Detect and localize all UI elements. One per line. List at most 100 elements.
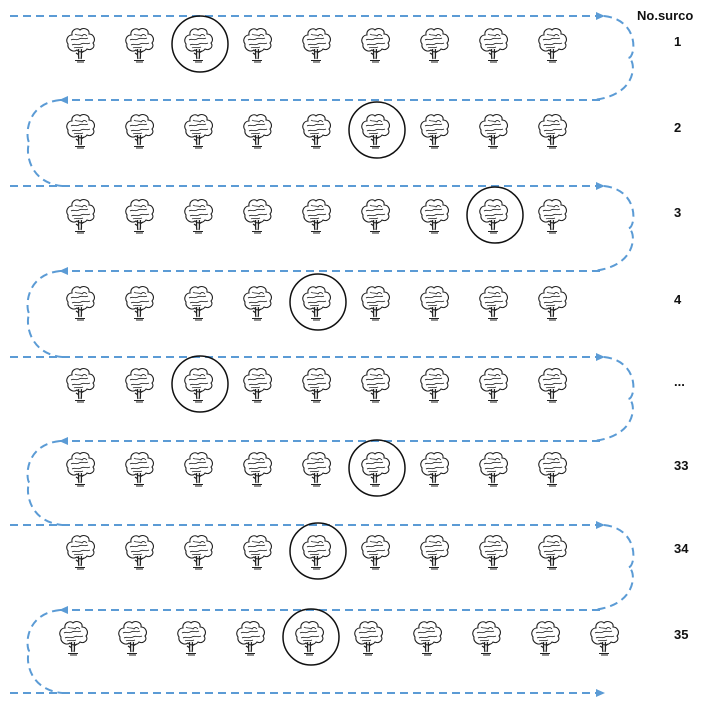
row-label: 2	[674, 120, 681, 135]
tree-icon	[538, 198, 568, 234]
tree-icon	[538, 451, 568, 487]
tree-icon	[66, 27, 96, 63]
tree-icon	[538, 285, 568, 321]
tree-icon	[243, 198, 273, 234]
tree-icon	[184, 198, 214, 234]
tree-icon	[479, 27, 509, 63]
serpentine-path	[10, 12, 635, 697]
tree-icon	[420, 198, 450, 234]
tree-icon	[59, 620, 89, 656]
tree-icon	[538, 534, 568, 570]
tree-icon	[125, 451, 155, 487]
selected-tree-circle	[171, 15, 229, 73]
tree-icon	[420, 285, 450, 321]
tree-icon	[184, 534, 214, 570]
tree-icon	[420, 367, 450, 403]
tree-icon	[177, 620, 207, 656]
header-label: No.surco	[637, 8, 693, 23]
selected-tree-circle	[171, 355, 229, 413]
tree-icon	[66, 367, 96, 403]
tree-icon	[361, 451, 391, 487]
tree-icon	[302, 198, 332, 234]
tree-icon	[472, 620, 502, 656]
tree-icon	[538, 27, 568, 63]
tree-icon	[361, 285, 391, 321]
path-turn-1	[591, 15, 635, 101]
path-turn-4	[26, 270, 63, 358]
tree-icon	[184, 285, 214, 321]
tree-icon	[302, 451, 332, 487]
tree-icon	[243, 367, 273, 403]
tree-icon	[184, 27, 214, 63]
row-label: 4	[674, 292, 682, 307]
tree-icon	[420, 534, 450, 570]
row-label: 34	[674, 541, 689, 556]
path-turn-8	[26, 609, 63, 694]
tree-icon	[479, 113, 509, 149]
tree-icon	[243, 27, 273, 63]
tree-icon	[361, 534, 391, 570]
tree-icon	[243, 534, 273, 570]
tree-icon	[420, 27, 450, 63]
tree-icon	[413, 620, 443, 656]
tree-icon	[295, 620, 325, 656]
tree-icon	[125, 285, 155, 321]
tree-icon	[184, 451, 214, 487]
selected-tree-circle	[289, 522, 347, 580]
tree-icon	[243, 451, 273, 487]
tree-icon	[302, 534, 332, 570]
tree-icon	[361, 27, 391, 63]
selected-tree-circle	[282, 608, 340, 666]
path-turn-2	[26, 99, 63, 187]
tree-icon	[302, 27, 332, 63]
path-turn-7	[591, 524, 635, 611]
tree-icon	[479, 198, 509, 234]
row-label: 3	[674, 205, 681, 220]
tree-icon	[479, 534, 509, 570]
tree-icon	[479, 285, 509, 321]
row-label: ...	[674, 374, 685, 389]
tree-icon	[125, 113, 155, 149]
tree-icon	[66, 113, 96, 149]
tree-icon	[302, 285, 332, 321]
tree-icon	[184, 113, 214, 149]
tree-icon	[66, 198, 96, 234]
tree-icon	[236, 620, 266, 656]
tree-icon	[66, 451, 96, 487]
tree-icon	[361, 367, 391, 403]
tree-icon	[66, 534, 96, 570]
tree-icon	[118, 620, 148, 656]
tree-icon	[125, 534, 155, 570]
tree-icon	[184, 367, 214, 403]
tree-icon	[125, 198, 155, 234]
tree-rows	[59, 15, 620, 666]
selected-tree-circle	[466, 186, 524, 244]
tree-icon	[590, 620, 620, 656]
selected-tree-circle	[348, 101, 406, 159]
row-label: 1	[674, 34, 681, 49]
tree-icon	[354, 620, 384, 656]
tree-icon	[538, 367, 568, 403]
tree-icon	[361, 113, 391, 149]
tree-icon	[479, 367, 509, 403]
tree-icon	[531, 620, 561, 656]
tree-icon	[302, 113, 332, 149]
row-label: 35	[674, 627, 688, 642]
tree-icon	[66, 285, 96, 321]
path-turn-3	[591, 185, 635, 272]
tree-icon	[243, 285, 273, 321]
tree-icon	[361, 198, 391, 234]
tree-icon	[420, 113, 450, 149]
tree-icon	[538, 113, 568, 149]
selected-tree-circle	[289, 273, 347, 331]
tree-icon	[243, 113, 273, 149]
selected-tree-circle	[348, 439, 406, 497]
row-label: 33	[674, 458, 688, 473]
tree-icon	[125, 367, 155, 403]
path-turn-6	[26, 440, 63, 526]
tree-icon	[479, 451, 509, 487]
tree-icon	[302, 367, 332, 403]
path-turn-5	[591, 356, 635, 442]
